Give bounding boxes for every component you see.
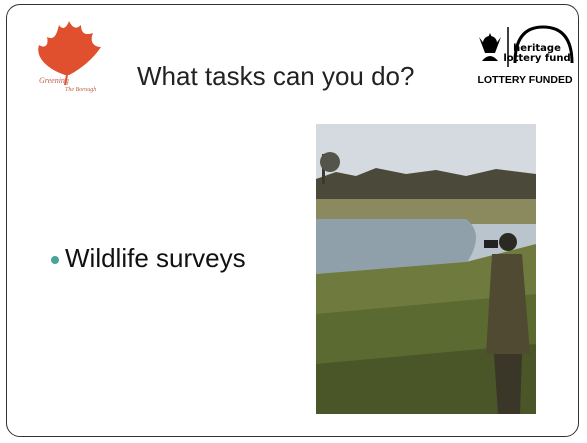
bullet-item: Wildlife surveys xyxy=(51,243,246,274)
slide-title: What tasks can you do? xyxy=(137,61,414,92)
funder-tagline: LOTTERY FUNDED xyxy=(477,74,573,86)
slide: Greening The Borough heritage lottery fu… xyxy=(6,4,579,437)
logo-text: The Borough xyxy=(65,87,96,93)
logo-text: Greening xyxy=(39,76,69,85)
funder-name: lottery fund xyxy=(503,53,570,64)
photo xyxy=(316,124,536,414)
